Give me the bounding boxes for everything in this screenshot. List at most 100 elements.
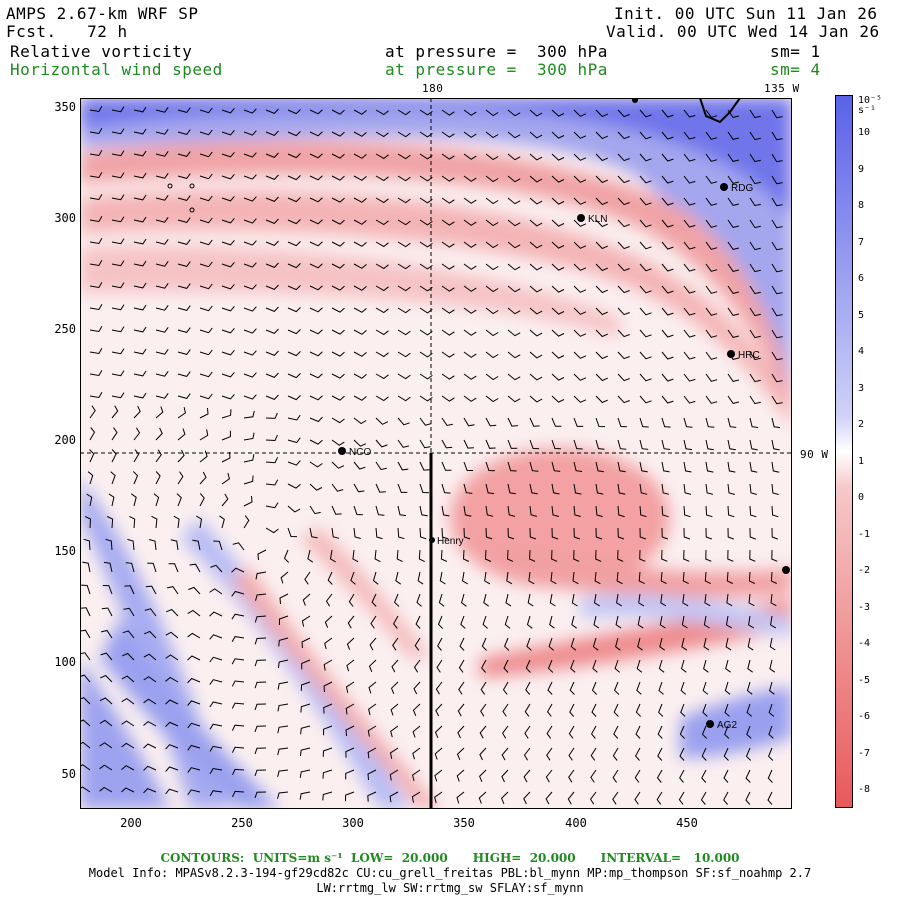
wind-barb (529, 263, 543, 271)
wind-barb (397, 109, 411, 116)
wind-barb (144, 608, 157, 617)
wind-barb (368, 659, 377, 672)
wind-barb (749, 241, 761, 251)
wind-barb (155, 406, 164, 419)
wind-barb (661, 461, 670, 473)
wind-barb (639, 307, 652, 316)
wind-barb (569, 703, 575, 717)
wind-barb (484, 549, 492, 562)
wind-barb (463, 285, 477, 292)
wind-barb (108, 493, 115, 507)
station-kln-marker (577, 214, 585, 222)
wind-barb (221, 393, 235, 400)
wind-barb (771, 263, 783, 273)
wind-barb (529, 549, 536, 562)
wind-barb (199, 371, 213, 378)
wind-barb (419, 417, 432, 426)
wind-barb (353, 395, 367, 401)
wind-barb (617, 263, 630, 272)
wind-barb (199, 151, 213, 158)
wind-barb (661, 549, 668, 562)
wind-barb (231, 658, 245, 665)
wind-barb (243, 328, 257, 334)
wind-barb (243, 108, 257, 114)
wind-barb (111, 370, 125, 377)
wind-barb (639, 351, 652, 360)
wind-barb (485, 505, 494, 517)
wind-barb (199, 493, 205, 507)
wind-barb (612, 769, 619, 783)
wind-barb (529, 197, 543, 205)
wind-barb (590, 747, 597, 761)
wind-barb (331, 373, 345, 379)
wind-barb (300, 703, 311, 713)
wind-barb (287, 219, 301, 225)
wind-barb (700, 791, 707, 805)
wind-barb (111, 326, 125, 333)
wind-barb (254, 703, 267, 711)
wind-barb (346, 659, 355, 672)
wind-barb (155, 217, 169, 223)
wind-barb (723, 791, 729, 805)
wind-barb (748, 615, 755, 629)
wind-barb (89, 348, 103, 355)
wind-barb (463, 219, 477, 226)
wind-barb (485, 153, 499, 161)
wind-barb (277, 747, 289, 756)
station-ag2-label: AG2 (717, 720, 737, 731)
wind-barb (551, 131, 565, 139)
wind-barb (749, 351, 761, 361)
wind-barb (231, 590, 245, 597)
wind-barb (395, 571, 402, 585)
wind-barb (770, 571, 778, 584)
field1-smoothing: sm= 1 (770, 42, 821, 61)
wind-barb (683, 175, 696, 184)
wind-barb (573, 505, 581, 517)
wind-barb (639, 263, 652, 272)
colorbar-label: 0 (858, 492, 865, 503)
wind-barb (287, 153, 301, 159)
wind-barb (461, 593, 467, 607)
wind-barb (551, 263, 565, 271)
wind-barb (331, 153, 345, 159)
wind-barb (199, 129, 213, 136)
wind-barb (419, 483, 429, 494)
wind-barb (661, 197, 674, 206)
wind-barb (547, 681, 553, 695)
wind-barb (705, 527, 712, 540)
wind-barb (594, 571, 601, 585)
wind-barb (636, 681, 642, 695)
wind-barb (660, 571, 667, 585)
wind-barb (749, 263, 761, 273)
wind-barb (727, 395, 740, 404)
wind-barb (309, 131, 323, 137)
wind-barb (507, 263, 521, 271)
station-edge-marker (782, 566, 790, 574)
wind-barb (89, 260, 103, 267)
wind-barb (196, 515, 203, 529)
wind-barb (656, 791, 663, 805)
wind-barb (683, 131, 696, 140)
wind-barb (375, 483, 386, 493)
wind-barb (89, 106, 103, 113)
wind-barb (657, 725, 663, 739)
wind-barb (89, 150, 103, 157)
wind-barb (122, 630, 135, 639)
wind-barb (143, 743, 157, 749)
wind-barb (727, 527, 734, 540)
wind-barb (485, 307, 499, 315)
wind-barb (89, 194, 103, 201)
wind-barb (352, 549, 359, 563)
wind-barb (177, 349, 191, 355)
wind-barb (397, 131, 411, 138)
wind-barb (507, 461, 517, 472)
wind-barb (111, 106, 125, 113)
wind-barb (177, 371, 191, 377)
wind-barb (99, 742, 113, 749)
wind-barb (771, 351, 783, 361)
wind-barb (771, 285, 783, 295)
wind-barb (595, 527, 603, 540)
wind-barb (83, 538, 91, 551)
wind-barb (441, 285, 455, 292)
wind-barb (243, 130, 257, 136)
